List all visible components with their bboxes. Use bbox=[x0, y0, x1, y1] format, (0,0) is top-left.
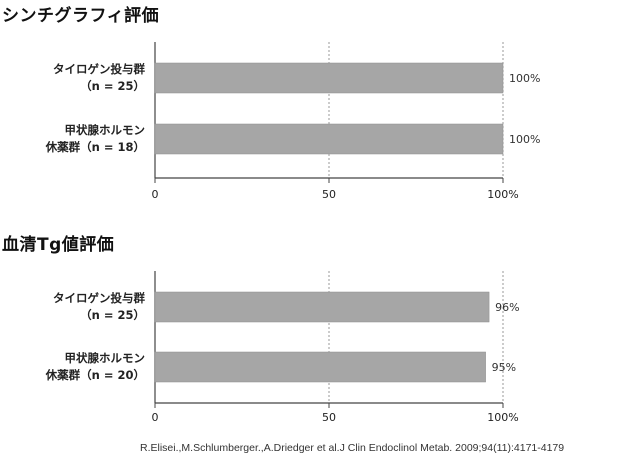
chart-1-bar bbox=[154, 123, 504, 155]
chart-2-title: 血清Tg値評価 bbox=[2, 235, 115, 255]
chart-2-bar bbox=[154, 291, 490, 323]
chart-1-category-label: （n = 25） bbox=[80, 79, 145, 93]
citation: R.Elisei.,M.Schlumberger.,A.Driedger et … bbox=[140, 442, 565, 454]
chart-2-value-label: 96% bbox=[495, 301, 519, 314]
chart-1-tick-label: 50 bbox=[322, 188, 336, 201]
chart-2-category-label: （n = 25） bbox=[80, 308, 145, 322]
chart-2-category-label: 甲状腺ホルモン bbox=[65, 351, 146, 365]
chart-1-value-label: 100% bbox=[509, 72, 540, 85]
chart-1-category-label: 休薬群（n = 18） bbox=[45, 140, 145, 154]
chart-1-tick-label: 100% bbox=[487, 188, 518, 201]
chart-1-category-label: タイロゲン投与群 bbox=[53, 62, 145, 76]
chart-1-tick-label: 0 bbox=[152, 188, 159, 201]
chart-2-bar bbox=[154, 351, 486, 383]
chart-2-tick-label: 50 bbox=[322, 411, 336, 424]
chart-1-title: シンチグラフィ評価 bbox=[2, 6, 160, 26]
chart-2-tick-label: 0 bbox=[152, 411, 159, 424]
chart-1-value-label: 100% bbox=[509, 133, 540, 146]
chart-1-category-label: 甲状腺ホルモン bbox=[65, 123, 146, 137]
chart-2-tick-label: 100% bbox=[487, 411, 518, 424]
chart-2-category-label: 休薬群（n = 20） bbox=[45, 368, 145, 382]
chart-2-value-label: 95% bbox=[492, 361, 516, 374]
chart-2-category-label: タイロゲン投与群 bbox=[53, 291, 145, 305]
chart-1-bar bbox=[154, 62, 504, 94]
